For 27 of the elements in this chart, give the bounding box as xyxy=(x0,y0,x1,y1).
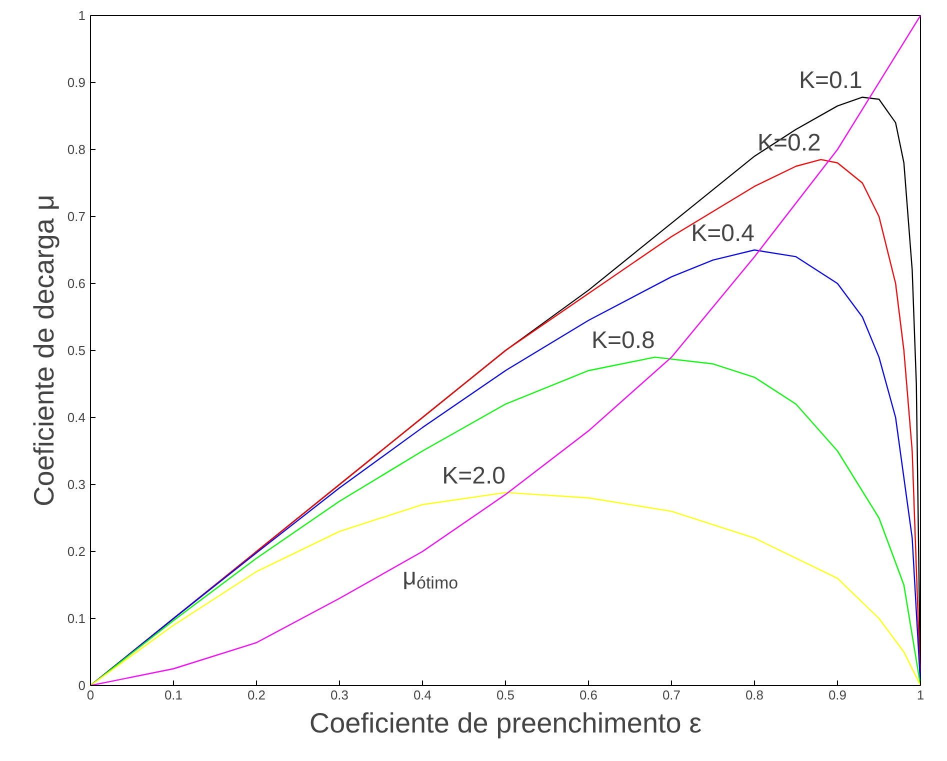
y-tick-label: 0.2 xyxy=(67,544,86,559)
series-label: K=2.0 xyxy=(442,462,506,490)
x-tick-label: 0.4 xyxy=(413,688,432,702)
y-tick-label: 0.9 xyxy=(67,75,86,90)
series-label: K=0.4 xyxy=(691,220,755,247)
y-tick-label: 0.1 xyxy=(67,611,86,626)
y-tick-label: 0.4 xyxy=(67,410,86,425)
x-tick-label: 0.1 xyxy=(164,688,183,702)
y-tick-label: 0.5 xyxy=(67,343,86,358)
y-tick-label: 0 xyxy=(78,678,86,693)
y-tick-label: 0.6 xyxy=(67,276,86,291)
x-axis-title: Coeficiente de preenchimento ε xyxy=(309,708,702,738)
x-tick-label: 0.8 xyxy=(745,688,764,702)
y-tick-label: 0.8 xyxy=(67,142,86,157)
x-tick-label: 0.5 xyxy=(496,688,515,702)
y-tick-label: 0.7 xyxy=(67,209,86,224)
x-tick-label: 0.7 xyxy=(662,688,681,702)
x-tick-label: 0.3 xyxy=(330,688,349,702)
series-label: K=0.1 xyxy=(799,67,862,94)
y-tick-label: 0.3 xyxy=(67,477,86,492)
x-tick-label: 1 xyxy=(916,688,924,702)
x-tick-label: 0.9 xyxy=(828,688,847,702)
y-tick-label: 1 xyxy=(78,8,86,23)
x-tick-label: 0.6 xyxy=(579,688,598,702)
y-axis-title: Coeficiente de decarga μ xyxy=(28,194,60,506)
x-tick-label: 0.2 xyxy=(247,688,266,702)
series-label: K=0.8 xyxy=(592,327,655,354)
